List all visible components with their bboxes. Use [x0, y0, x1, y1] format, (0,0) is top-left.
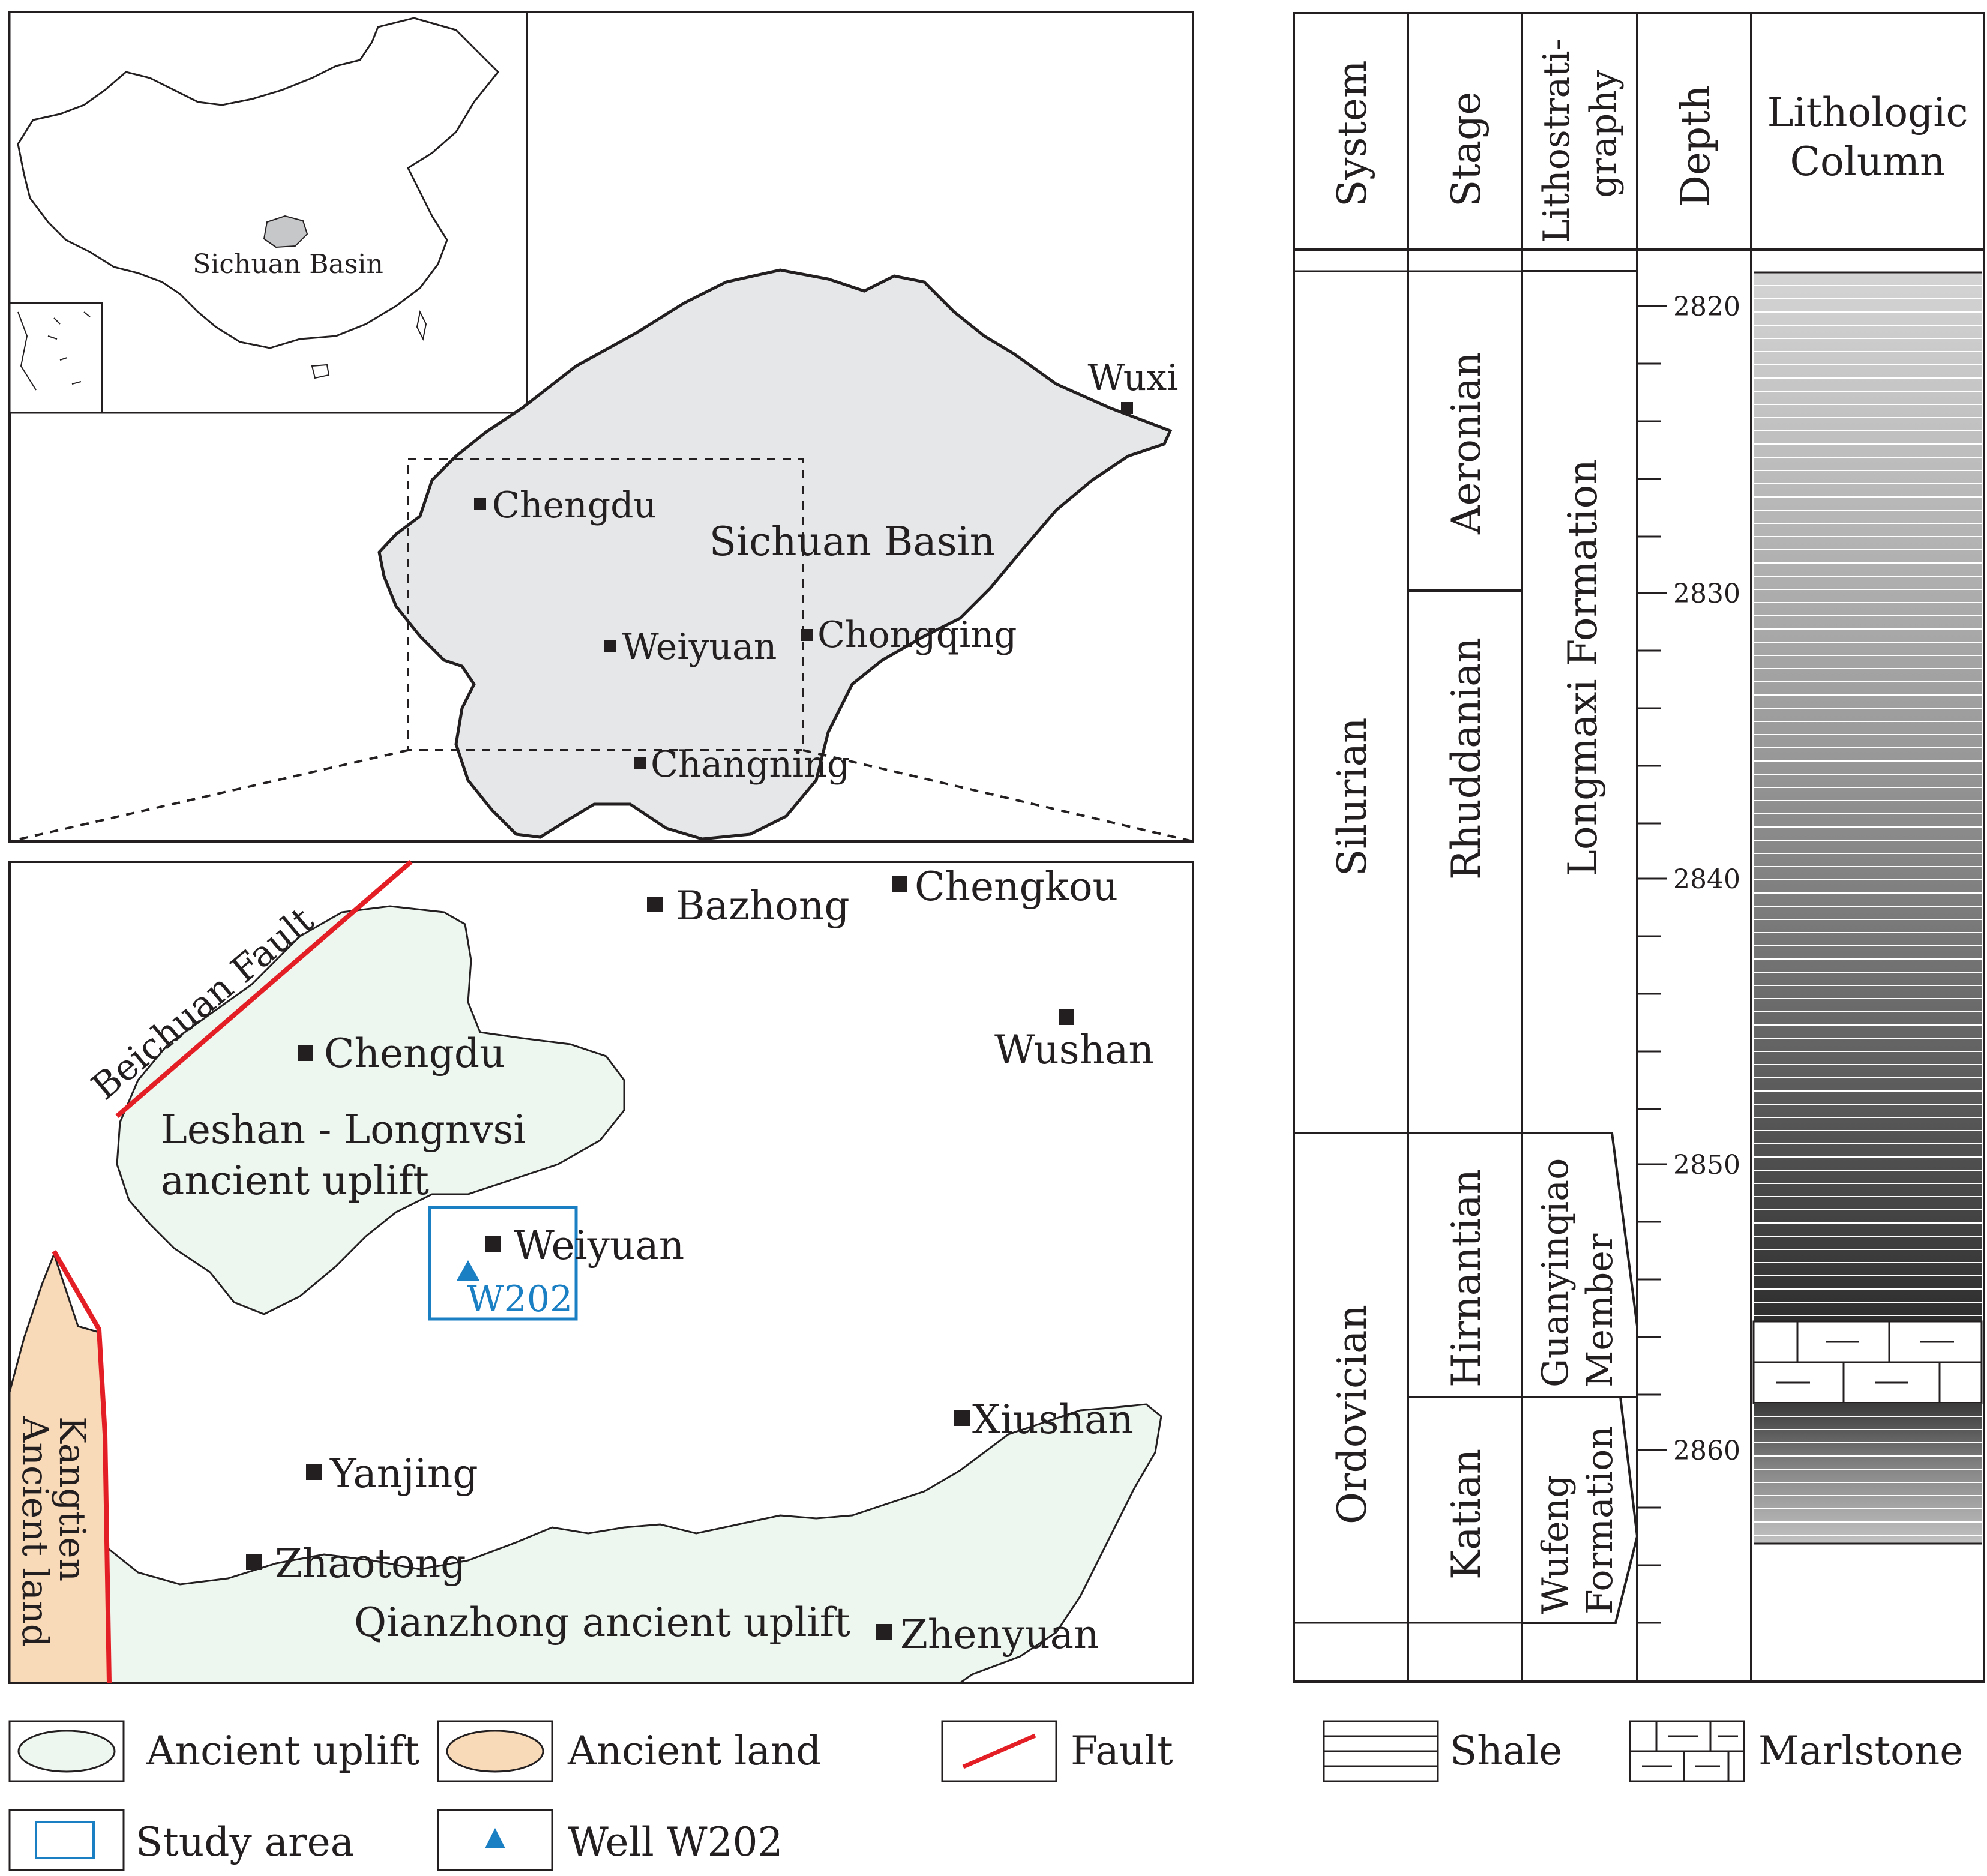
svg-text:Wuxi: Wuxi: [1088, 357, 1179, 399]
stage-rhuddanian: Rhuddanian: [1443, 637, 1489, 880]
legend-ancient-uplift: Ancient uplift: [8, 1720, 419, 1782]
city-wushan: Wushan: [994, 1009, 1154, 1073]
header-system: System: [1329, 60, 1375, 207]
city-chongqing: Chongqing: [801, 614, 1017, 656]
depth-ticks: [1637, 305, 1667, 1624]
well-w202-marker: [457, 1260, 479, 1281]
city-chengkou: Chengkou: [892, 864, 1118, 910]
china-outline: [17, 17, 500, 349]
svg-text:Ancient uplift: Ancient uplift: [146, 1728, 419, 1774]
depth-2830: 2830: [1673, 579, 1740, 609]
lithology-shale-lower: [1754, 1403, 1982, 1544]
qianzhong-label: Qianzhong ancient uplift: [354, 1599, 850, 1646]
depth-2850: 2850: [1673, 1150, 1740, 1180]
study-area-map-panel: Beichuan Fault Leshan - Longnvsi ancient…: [8, 859, 1194, 1684]
header-depth: Depth: [1673, 85, 1719, 207]
lithology-shale-upper: [1754, 272, 1982, 1321]
svg-text:Marlstone: Marlstone: [1758, 1728, 1963, 1774]
svg-text:Xiushan: Xiushan: [972, 1396, 1134, 1443]
stage-aeronian: Aeronian: [1443, 352, 1489, 535]
lithology-marlstone: [1752, 1320, 1983, 1404]
header-col-line2: Column: [1790, 139, 1946, 185]
depth-2840: 2840: [1673, 864, 1740, 895]
svg-text:Yanjing: Yanjing: [329, 1451, 478, 1497]
svg-text:Weiyuan: Weiyuan: [514, 1222, 684, 1269]
header-litho-line2: graphy: [1583, 70, 1625, 198]
svg-text:Weiyuan: Weiyuan: [622, 626, 777, 668]
city-wuxi: Wuxi: [1088, 357, 1179, 414]
svg-text:Bazhong: Bazhong: [676, 883, 850, 929]
header-stage: Stage: [1443, 92, 1489, 207]
taiwan-island: [416, 310, 427, 341]
kangtien-fault-line: [52, 1250, 112, 1683]
china-inset-map: Sichuan Basin: [8, 11, 528, 414]
study-area-box: [428, 1206, 578, 1321]
stage-hirnantian: Hirnantian: [1443, 1169, 1489, 1387]
svg-text:Zhenyuan: Zhenyuan: [900, 1611, 1099, 1658]
legend: Ancient uplift Ancient land Fault Study …: [8, 1720, 1963, 1871]
leshan-label-line2: ancient uplift: [161, 1158, 429, 1204]
city-chengdu-study: Chengdu: [298, 1030, 505, 1077]
svg-text:Chengkou: Chengkou: [915, 864, 1118, 910]
qianzhong-uplift: [107, 1403, 1162, 1684]
stratigraphic-column: System Stage Lithostrati- graphy Depth L…: [1293, 12, 1985, 1683]
svg-text:Well W202: Well W202: [568, 1819, 783, 1865]
city-changning: Changning: [634, 744, 850, 786]
city-zhenyuan: Zhenyuan: [876, 1611, 1099, 1658]
city-yanjing: Yanjing: [306, 1451, 478, 1497]
city-weiyuan: Weiyuan: [604, 626, 777, 668]
depth-2820: 2820: [1673, 292, 1740, 322]
guanyinqiao-line2: Member: [1579, 1233, 1621, 1387]
svg-text:Shale: Shale: [1450, 1728, 1562, 1774]
city-bazhong: Bazhong: [647, 883, 850, 929]
svg-text:Chongqing: Chongqing: [817, 614, 1017, 656]
stage-katian: Katian: [1443, 1449, 1489, 1580]
wufeng-line2: Formation: [1579, 1426, 1621, 1614]
city-xiushan: Xiushan: [954, 1396, 1134, 1443]
well-w202-label: W202: [467, 1278, 573, 1320]
longmaxi-formation: Longmaxi Formation: [1560, 459, 1606, 876]
system-ordovician: Ordovician: [1329, 1305, 1375, 1524]
sichuan-basin-inset-shape: [263, 215, 308, 248]
kangtien-label-line2: Ancient land: [14, 1416, 56, 1647]
legend-well: Well W202: [437, 1809, 783, 1871]
overview-map-panel: Sichuan Basin Sichuan Basin Wuxi Chengdu…: [8, 11, 1194, 843]
svg-text:Study area: Study area: [136, 1819, 354, 1865]
svg-text:Ancient land: Ancient land: [567, 1728, 822, 1774]
wufeng-line1: Wufeng: [1535, 1475, 1577, 1614]
hainan-island: [311, 364, 330, 379]
beichuan-fault: [115, 859, 413, 1119]
legend-fault: Fault: [941, 1720, 1173, 1782]
inset-basin-label: Sichuan Basin: [193, 249, 383, 280]
city-chengdu: Chengdu: [474, 484, 657, 526]
legend-marlstone: Marlstone: [1629, 1720, 1963, 1782]
city-zhaotong: Zhaotong: [246, 1541, 466, 1587]
leshan-label-line1: Leshan - Longnvsi: [161, 1107, 526, 1153]
header-litho-line1: Lithostrati-: [1536, 38, 1578, 243]
guanyinqiao-line1: Guanyinqiao: [1535, 1158, 1577, 1387]
city-weiyuan-study: Weiyuan: [485, 1222, 684, 1269]
south-china-sea-box: [8, 302, 103, 414]
svg-text:Chengdu: Chengdu: [324, 1030, 505, 1077]
legend-shale: Shale: [1323, 1720, 1562, 1782]
kangtien-label-line1: Kangtien: [51, 1416, 93, 1581]
sichuan-basin-area: [377, 268, 1173, 841]
header-col-line1: Lithologic: [1767, 89, 1968, 136]
svg-text:Fault: Fault: [1071, 1728, 1173, 1774]
svg-text:Wushan: Wushan: [994, 1027, 1154, 1073]
depth-2860: 2860: [1673, 1436, 1740, 1466]
legend-ancient-land: Ancient land: [437, 1720, 822, 1782]
svg-text:Zhaotong: Zhaotong: [275, 1541, 466, 1587]
svg-text:Chengdu: Chengdu: [492, 484, 657, 526]
system-silurian: Silurian: [1329, 718, 1375, 876]
legend-study-area: Study area: [8, 1809, 354, 1871]
basin-title: Sichuan Basin: [709, 519, 995, 565]
svg-text:Changning: Changning: [651, 744, 850, 786]
